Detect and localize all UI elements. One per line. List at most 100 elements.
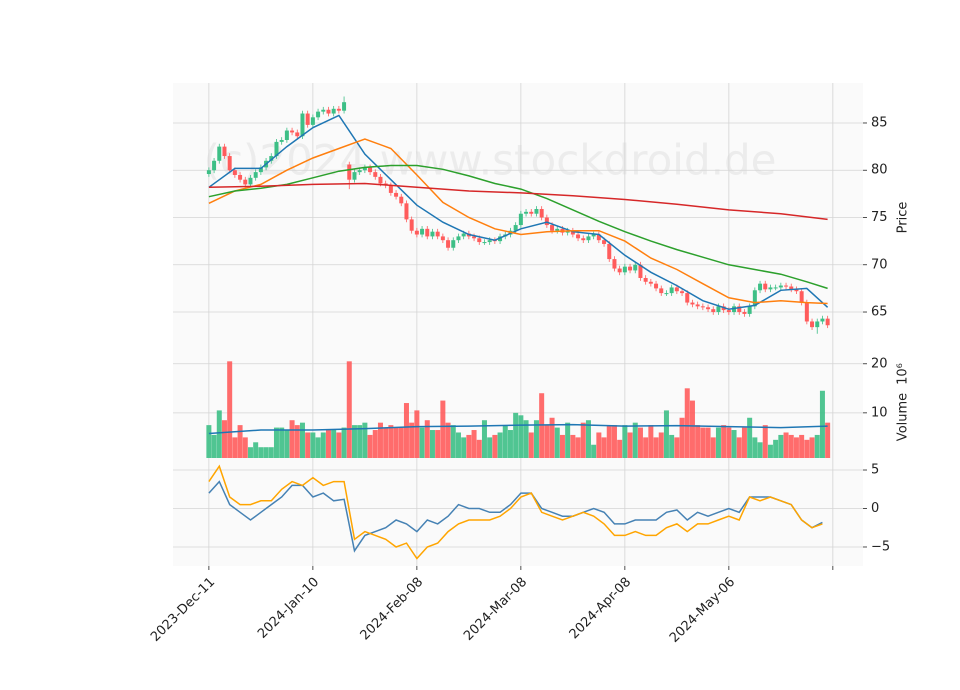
volume-bar (206, 425, 212, 458)
candle-body (763, 283, 768, 290)
candle-body (326, 109, 331, 114)
candle-body (659, 288, 664, 294)
candle-body (232, 170, 237, 175)
volume-bar (689, 400, 695, 458)
candle-body (747, 306, 752, 314)
volume-bar (549, 417, 555, 458)
volume-bar (507, 430, 513, 458)
candle-body (342, 102, 347, 111)
candle-body (212, 160, 217, 171)
volume-bar (502, 425, 508, 458)
volume-bar (242, 437, 248, 458)
volume-bar (653, 437, 659, 458)
volume-bar (819, 390, 825, 458)
volume-bar (544, 425, 550, 458)
volume-bar (466, 434, 472, 458)
volume-bar (695, 425, 701, 458)
volume-bar (606, 425, 612, 458)
volume-bar (752, 437, 758, 458)
y-tick-label: 0 (871, 501, 879, 516)
volume-bar (721, 425, 727, 458)
volume-bar (367, 434, 373, 458)
volume-bar (793, 437, 799, 458)
volume-bar (622, 425, 628, 458)
volume-bar (757, 442, 763, 458)
volume-bar (565, 422, 571, 458)
y-tick-label: 70 (871, 257, 888, 272)
candle-body (643, 277, 648, 282)
candle-body (778, 285, 783, 288)
candle-body (586, 236, 591, 241)
line (208, 164, 828, 290)
candle-body (336, 108, 341, 111)
volume-bar (409, 422, 415, 458)
volume-bar (310, 432, 316, 458)
candle-body (633, 264, 638, 271)
candle-body (258, 167, 263, 173)
volume-bar (762, 425, 768, 458)
volume-bar (351, 425, 357, 458)
volume-bar (253, 442, 259, 458)
volume-bar (435, 430, 441, 458)
volume-bar (341, 427, 347, 458)
volume-bar (320, 432, 326, 458)
candle-body (238, 174, 243, 180)
candle-body (347, 164, 352, 180)
volume-bar (710, 437, 716, 458)
candle-body (487, 240, 492, 243)
volume-bar (778, 434, 784, 458)
volume-bar (372, 430, 378, 458)
volume-bar (783, 432, 789, 458)
candle-body (742, 312, 747, 314)
volume-bar (388, 425, 394, 458)
candle-body (290, 130, 295, 133)
volume-bar (788, 434, 794, 458)
candle-body (352, 172, 357, 180)
candle-body (700, 306, 705, 308)
candle-body (789, 286, 794, 290)
volume-bar (232, 437, 238, 458)
volume-bar (559, 434, 565, 458)
volume-bar (289, 420, 295, 458)
oscillator-panel (173, 458, 863, 566)
volume-bar (221, 420, 227, 458)
candle-body (295, 132, 300, 137)
volume-bar (747, 417, 753, 458)
volume-bar (513, 412, 519, 458)
candle-body (305, 113, 310, 125)
candle-body (695, 304, 700, 307)
y-tick-label: 10 (871, 405, 888, 420)
volume-bar (741, 427, 747, 458)
x-tick-label: 2024-Mar-08 (461, 575, 530, 644)
volume-bar (643, 437, 649, 458)
line (208, 182, 828, 221)
volume-bar (533, 420, 539, 458)
candle-body (430, 231, 435, 237)
candle-body (664, 293, 669, 295)
volume-bar (268, 447, 274, 458)
volume-bar (424, 420, 430, 458)
candle-body (638, 264, 643, 278)
volume-bar (799, 434, 805, 458)
volume-bar (325, 430, 331, 458)
x-tick-label: 2023-Dec-11 (148, 575, 218, 645)
candle-body (248, 177, 253, 185)
candle-body (815, 321, 820, 328)
candle-body (685, 293, 690, 303)
candle-body (253, 172, 258, 178)
candle-body (820, 318, 825, 322)
volume-bar (669, 434, 675, 458)
volume-bar (414, 410, 420, 458)
candle-body (648, 281, 653, 284)
volume-bar (357, 425, 363, 458)
candle-body (596, 234, 601, 241)
x-tick-label: 2024-Jan-10 (255, 575, 322, 642)
volume-bar (637, 427, 643, 458)
volume-bar (481, 420, 487, 458)
candle-body (628, 266, 633, 271)
volume-bar (528, 432, 534, 458)
volume-bar (570, 434, 576, 458)
volume-bar (455, 432, 461, 458)
volume-bar (580, 422, 586, 458)
candle-body (435, 231, 440, 237)
